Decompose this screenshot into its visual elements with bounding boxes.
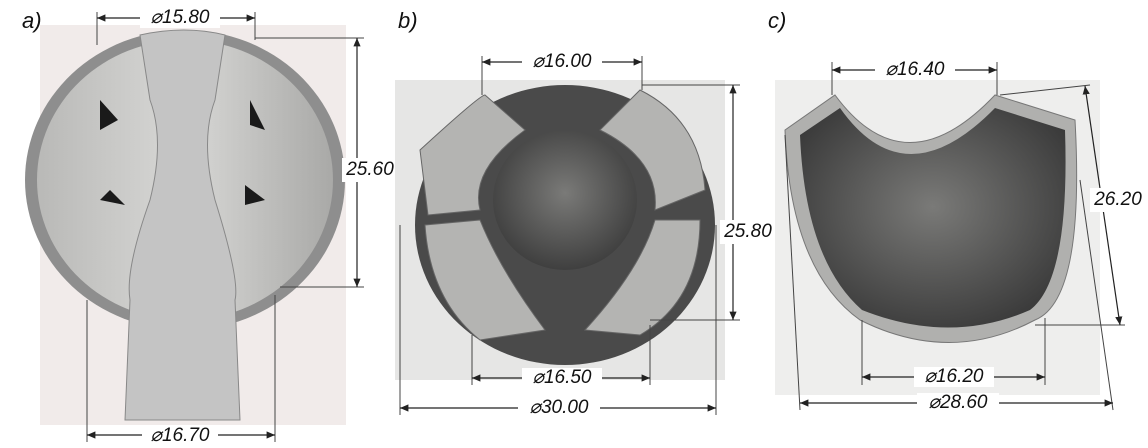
dimension-label: 26.20 — [1093, 189, 1142, 210]
panel-label: a) — [22, 8, 42, 33]
dimension-label: ⌀16.70 — [151, 425, 210, 446]
page: a) ⌀15.80 25.60 ⌀16.70 b) ⌀16.00 25.80 — [0, 0, 1148, 448]
dimension-label: ⌀16.00 — [533, 51, 592, 72]
figure: a) ⌀15.80 25.60 ⌀16.70 b) ⌀16.00 25.80 — [0, 0, 1148, 448]
panel-a: a) ⌀15.80 25.60 ⌀16.70 — [22, 7, 398, 446]
panel-c: c) ⌀16.40 26.20 ⌀16.20 ⌀28.60 — [768, 8, 1146, 413]
dimension-label: 25.60 — [345, 159, 394, 180]
panel-label: c) — [768, 8, 786, 33]
dimension-label: ⌀16.40 — [886, 59, 945, 80]
dimension-label: 25.80 — [723, 221, 772, 242]
dimension-label: ⌀30.00 — [530, 397, 589, 418]
panel-label: b) — [398, 8, 418, 33]
dimension-label: ⌀15.80 — [151, 7, 210, 28]
dimension-label: ⌀16.20 — [925, 366, 984, 387]
panel-b: b) ⌀16.00 25.80 ⌀16.50 ⌀30.00 — [395, 8, 776, 418]
dimension-label: ⌀16.50 — [533, 367, 592, 388]
cavity — [493, 130, 637, 270]
dimension-label: ⌀28.60 — [929, 392, 988, 413]
